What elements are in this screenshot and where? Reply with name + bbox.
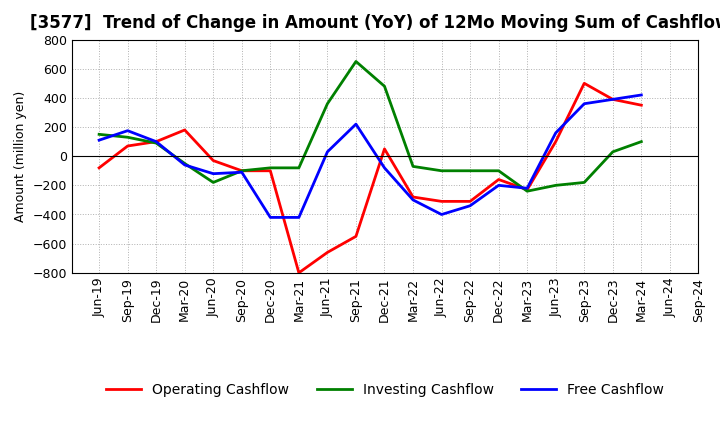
Investing Cashflow	[608, 149, 617, 154]
Operating Cashflow	[266, 168, 274, 173]
Investing Cashflow	[380, 84, 389, 89]
Operating Cashflow	[409, 194, 418, 200]
Investing Cashflow	[152, 140, 161, 146]
Operating Cashflow	[380, 146, 389, 151]
Operating Cashflow	[351, 234, 360, 239]
Investing Cashflow	[637, 139, 646, 144]
Line: Operating Cashflow: Operating Cashflow	[99, 83, 642, 273]
Free Cashflow	[351, 121, 360, 127]
Free Cashflow	[580, 101, 588, 106]
Investing Cashflow	[181, 161, 189, 166]
Investing Cashflow	[552, 183, 560, 188]
Free Cashflow	[209, 171, 217, 176]
Operating Cashflow	[580, 81, 588, 86]
Investing Cashflow	[437, 168, 446, 173]
Free Cashflow	[266, 215, 274, 220]
Free Cashflow	[238, 169, 246, 175]
Free Cashflow	[552, 130, 560, 136]
Investing Cashflow	[238, 168, 246, 173]
Free Cashflow	[294, 215, 303, 220]
Investing Cashflow	[209, 180, 217, 185]
Investing Cashflow	[409, 164, 418, 169]
Operating Cashflow	[123, 143, 132, 149]
Free Cashflow	[323, 149, 332, 154]
Free Cashflow	[123, 128, 132, 133]
Free Cashflow	[409, 197, 418, 202]
Free Cashflow	[608, 97, 617, 102]
Line: Free Cashflow: Free Cashflow	[99, 95, 642, 217]
Free Cashflow	[152, 139, 161, 144]
Investing Cashflow	[495, 168, 503, 173]
Operating Cashflow	[181, 127, 189, 132]
Y-axis label: Amount (million yen): Amount (million yen)	[14, 91, 27, 222]
Operating Cashflow	[209, 158, 217, 163]
Investing Cashflow	[580, 180, 588, 185]
Operating Cashflow	[637, 103, 646, 108]
Free Cashflow	[95, 138, 104, 143]
Investing Cashflow	[523, 188, 531, 194]
Investing Cashflow	[266, 165, 274, 170]
Free Cashflow	[437, 212, 446, 217]
Investing Cashflow	[323, 101, 332, 106]
Investing Cashflow	[123, 135, 132, 140]
Free Cashflow	[380, 165, 389, 170]
Investing Cashflow	[95, 132, 104, 137]
Operating Cashflow	[95, 165, 104, 170]
Operating Cashflow	[608, 97, 617, 102]
Operating Cashflow	[466, 199, 474, 204]
Investing Cashflow	[351, 59, 360, 64]
Operating Cashflow	[238, 168, 246, 173]
Free Cashflow	[637, 92, 646, 98]
Investing Cashflow	[294, 165, 303, 170]
Free Cashflow	[495, 183, 503, 188]
Line: Investing Cashflow: Investing Cashflow	[99, 62, 642, 191]
Title: [3577]  Trend of Change in Amount (YoY) of 12Mo Moving Sum of Cashflows: [3577] Trend of Change in Amount (YoY) o…	[30, 15, 720, 33]
Free Cashflow	[466, 203, 474, 209]
Operating Cashflow	[552, 139, 560, 144]
Free Cashflow	[181, 162, 189, 168]
Free Cashflow	[523, 186, 531, 191]
Operating Cashflow	[437, 199, 446, 204]
Operating Cashflow	[323, 250, 332, 255]
Operating Cashflow	[294, 270, 303, 275]
Operating Cashflow	[152, 139, 161, 144]
Operating Cashflow	[523, 187, 531, 192]
Investing Cashflow	[466, 168, 474, 173]
Operating Cashflow	[495, 177, 503, 182]
Legend: Operating Cashflow, Investing Cashflow, Free Cashflow: Operating Cashflow, Investing Cashflow, …	[101, 378, 670, 403]
